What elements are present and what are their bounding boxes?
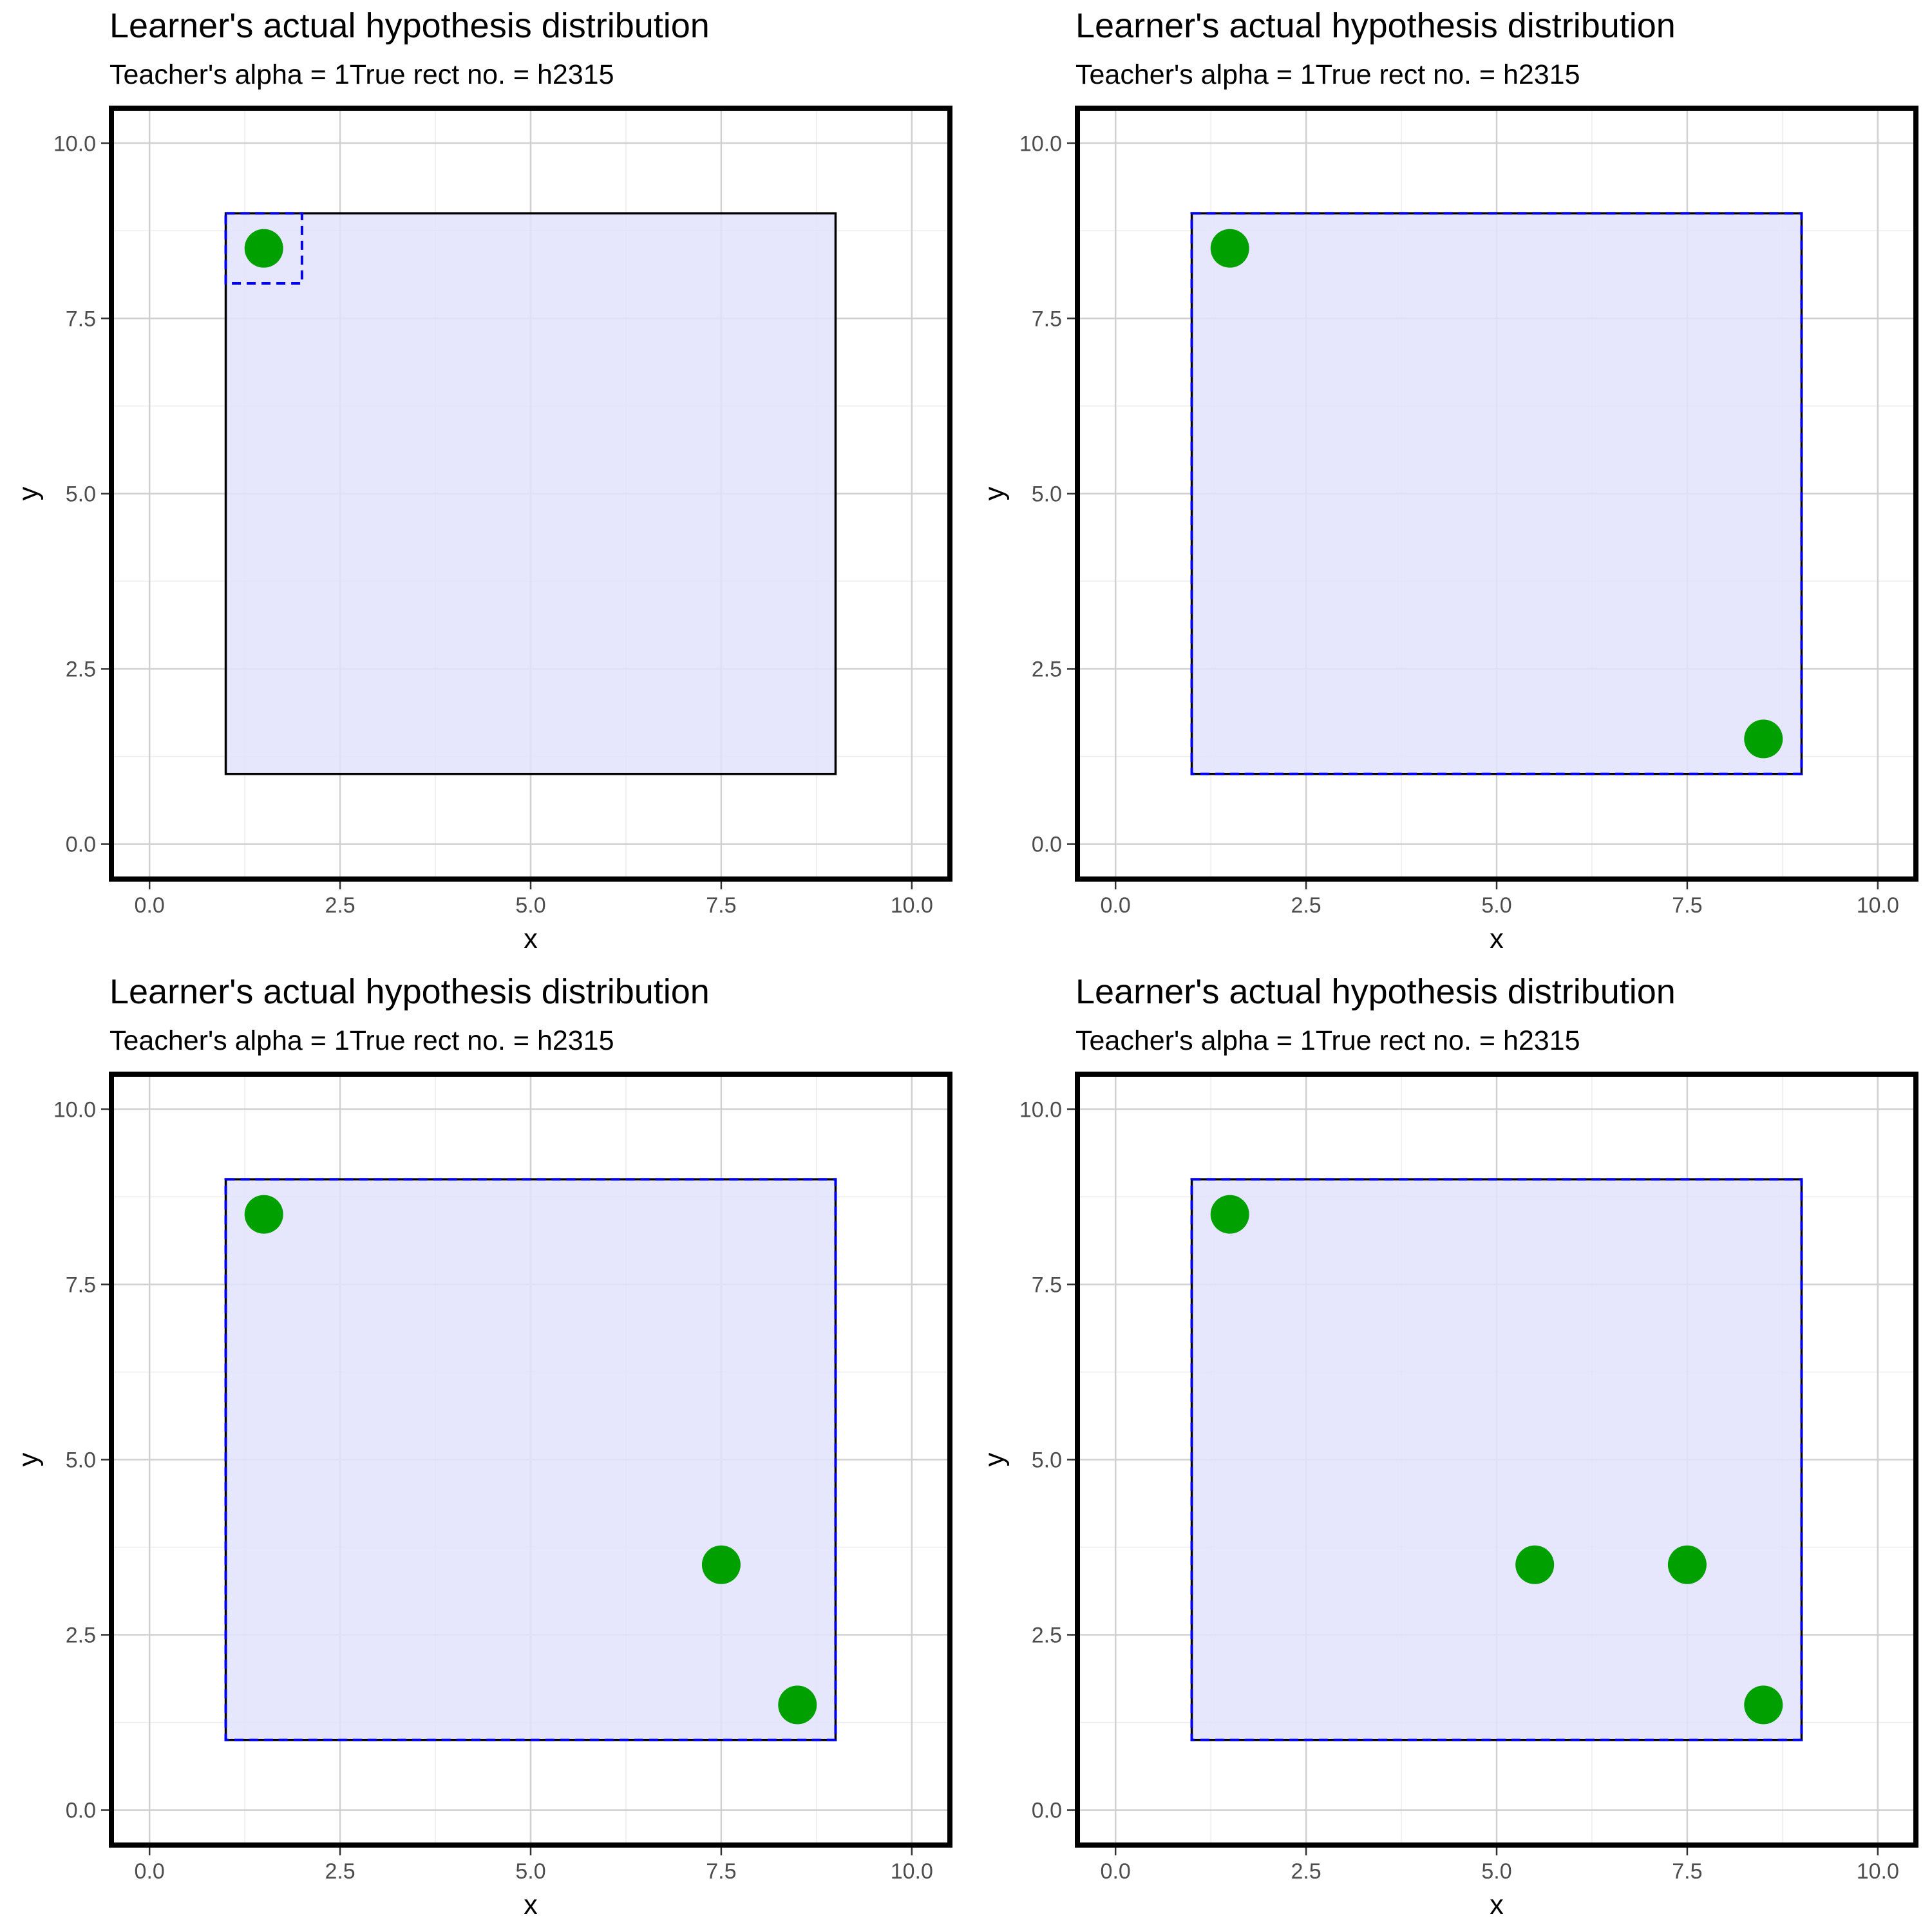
chart-panel: Learner's actual hypothesis distribution…: [13, 6, 952, 954]
y-tick-label: 10.0: [1019, 131, 1062, 156]
panel-border: [1075, 106, 1918, 882]
hypothesis-rectangle: [224, 212, 303, 285]
chart-subtitle: Teacher's alpha = 1True rect no. = h2315: [1075, 1025, 1580, 1056]
chart-title: Learner's actual hypothesis distribution: [109, 6, 710, 45]
panel-border: [109, 106, 952, 882]
chart-title: Learner's actual hypothesis distribution: [1075, 6, 1676, 45]
true-rectangle: [224, 1178, 837, 1741]
y-tick-label: 7.5: [1032, 1273, 1062, 1297]
x-tick-label: 2.5: [1291, 893, 1321, 918]
true-rectangle: [1190, 212, 1803, 775]
x-tick-label: 5.0: [515, 893, 545, 918]
y-tick-label: 5.0: [1032, 1448, 1062, 1473]
x-tick-label: 10.0: [891, 893, 933, 918]
y-tick-label: 0.0: [66, 1799, 96, 1823]
chart-panel: Learner's actual hypothesis distribution…: [979, 6, 1918, 954]
y-tick-label: 7.5: [66, 307, 96, 331]
y-tick-label: 10.0: [1019, 1097, 1062, 1122]
data-point: [1667, 1545, 1707, 1584]
x-tick-label: 2.5: [325, 893, 355, 918]
panel-border: [1075, 1072, 1918, 1848]
x-tick-label: 2.5: [1291, 1859, 1321, 1884]
x-tick-label: 0.0: [1101, 1859, 1131, 1884]
chart-title: Learner's actual hypothesis distribution: [109, 972, 710, 1011]
chart-subtitle: Teacher's alpha = 1True rect no. = h2315: [109, 59, 614, 90]
x-tick-label: 10.0: [1857, 893, 1899, 918]
true-rectangle: [224, 212, 837, 775]
y-tick-label: 10.0: [53, 131, 96, 156]
data-point: [244, 1195, 283, 1234]
hypothesis-rectangle: [1190, 1178, 1803, 1741]
x-tick-label: 5.0: [515, 1859, 545, 1884]
chart-panel: Learner's actual hypothesis distribution…: [979, 972, 1918, 1920]
hypothesis-rectangle: [1190, 212, 1803, 775]
y-tick-label: 5.0: [66, 1448, 96, 1473]
y-tick-label: 0.0: [1032, 1799, 1062, 1823]
x-tick-label: 0.0: [135, 893, 165, 918]
y-axis-title: y: [979, 486, 1010, 500]
hypothesis-rectangle: [224, 1178, 837, 1741]
x-tick-label: 10.0: [891, 1859, 933, 1884]
y-tick-label: 7.5: [66, 1273, 96, 1297]
y-axis-title: y: [979, 1452, 1010, 1466]
x-axis-title: x: [1490, 923, 1504, 954]
x-tick-label: 7.5: [706, 893, 736, 918]
x-tick-label: 7.5: [1672, 1859, 1702, 1884]
true-rectangle: [1190, 1178, 1803, 1741]
chart-panel: Learner's actual hypothesis distribution…: [13, 972, 952, 1920]
data-point: [1210, 229, 1249, 268]
x-tick-label: 7.5: [706, 1859, 736, 1884]
y-tick-label: 7.5: [1032, 307, 1062, 331]
data-point: [1744, 1685, 1783, 1725]
y-tick-label: 2.5: [1032, 658, 1062, 682]
x-axis-title: x: [524, 923, 538, 954]
y-tick-label: 0.0: [1032, 833, 1062, 857]
data-point: [1515, 1545, 1555, 1584]
y-axis-title: y: [13, 486, 44, 500]
x-tick-label: 0.0: [135, 1859, 165, 1884]
y-tick-label: 0.0: [66, 833, 96, 857]
x-tick-label: 0.0: [1101, 893, 1131, 918]
x-tick-label: 7.5: [1672, 893, 1702, 918]
y-tick-label: 2.5: [1032, 1624, 1062, 1648]
y-tick-label: 5.0: [66, 482, 96, 507]
x-axis-title: x: [1490, 1889, 1504, 1920]
data-point: [701, 1545, 741, 1584]
chart-title: Learner's actual hypothesis distribution: [1075, 972, 1676, 1011]
chart-subtitle: Teacher's alpha = 1True rect no. = h2315: [109, 1025, 614, 1056]
data-point: [1744, 719, 1783, 759]
x-axis-title: x: [524, 1889, 538, 1920]
x-tick-label: 5.0: [1481, 893, 1511, 918]
x-tick-label: 2.5: [325, 1859, 355, 1884]
data-point: [244, 229, 283, 268]
x-tick-label: 10.0: [1857, 1859, 1899, 1884]
panel-border: [109, 1072, 952, 1848]
data-point: [778, 1685, 817, 1725]
y-tick-label: 2.5: [66, 658, 96, 682]
data-point: [1210, 1195, 1249, 1234]
y-tick-label: 2.5: [66, 1624, 96, 1648]
x-tick-label: 5.0: [1481, 1859, 1511, 1884]
y-tick-label: 10.0: [53, 1097, 96, 1122]
chart-subtitle: Teacher's alpha = 1True rect no. = h2315: [1075, 59, 1580, 90]
y-axis-title: y: [13, 1452, 44, 1466]
y-tick-label: 5.0: [1032, 482, 1062, 507]
